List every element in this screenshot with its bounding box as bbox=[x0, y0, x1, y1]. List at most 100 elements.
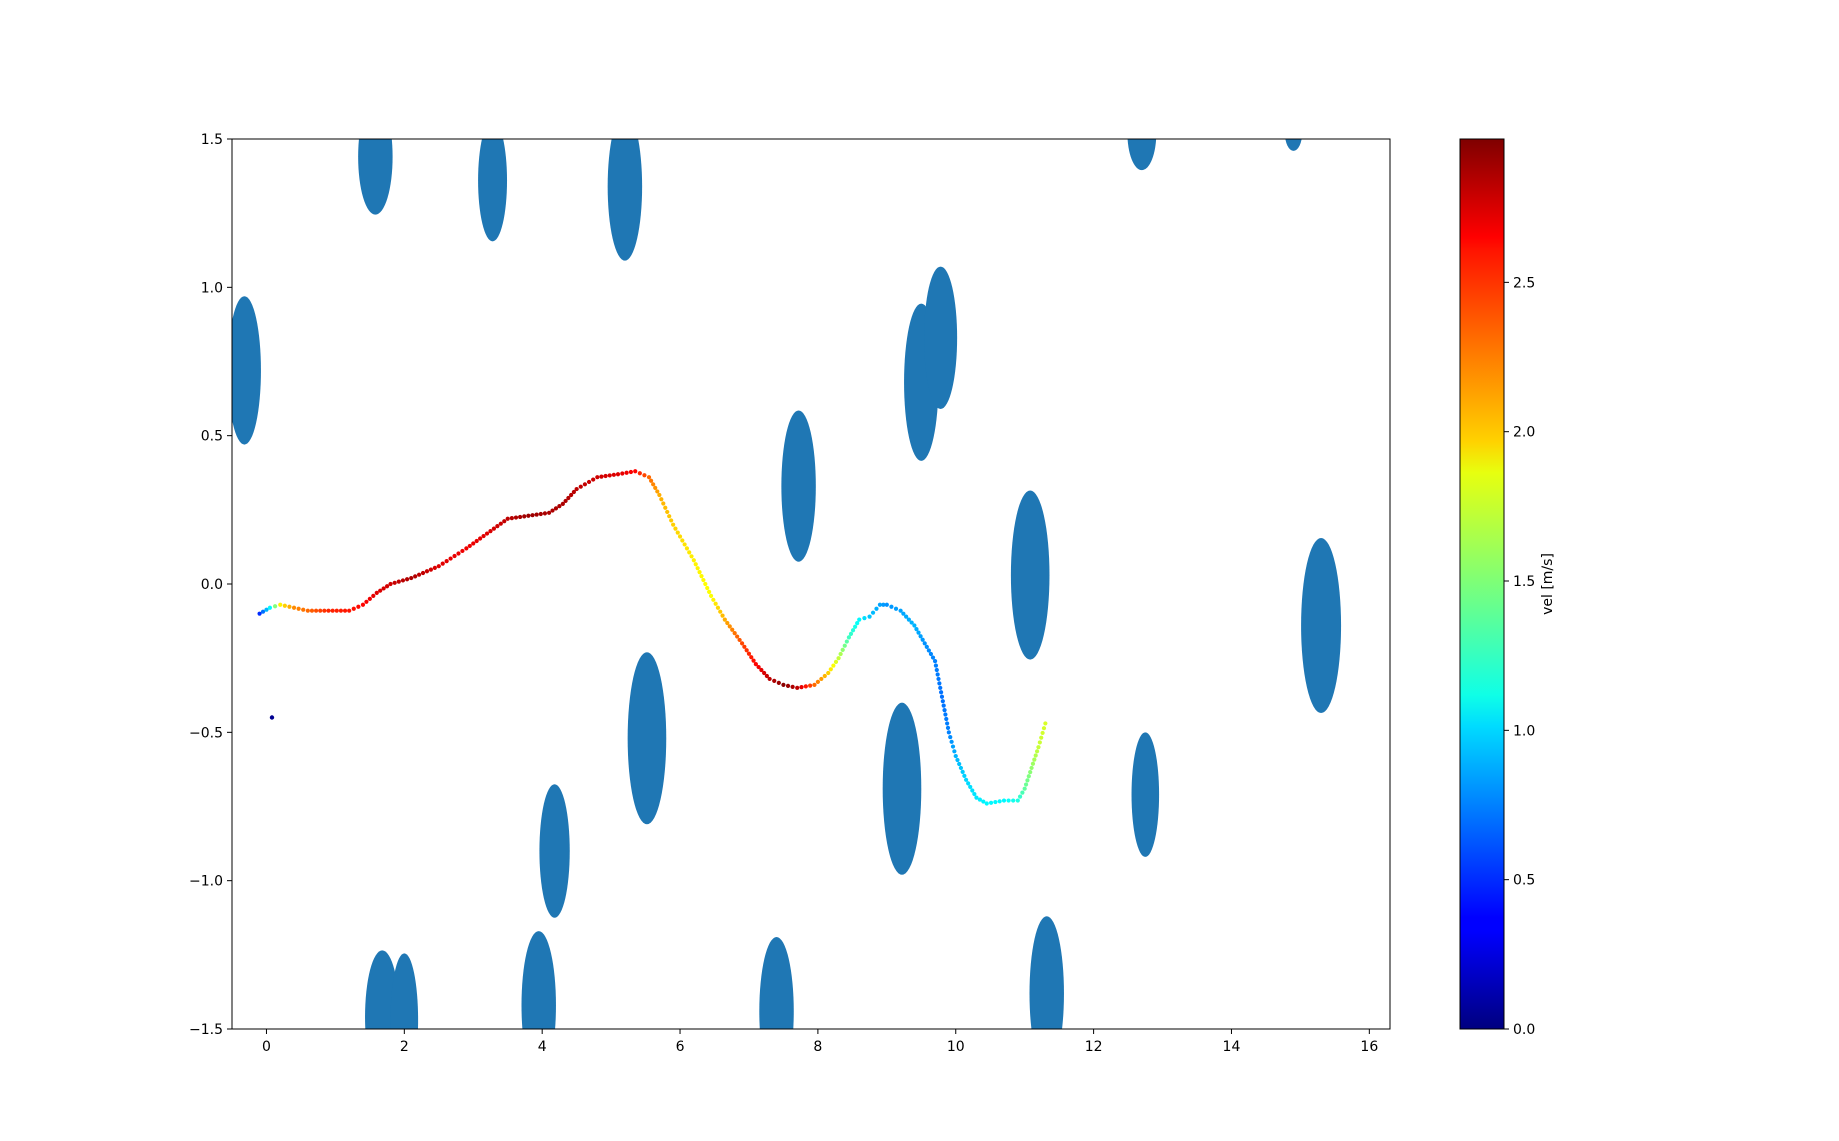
trajectory-point bbox=[687, 550, 692, 555]
trajectory-point bbox=[1029, 765, 1034, 771]
trajectory-point bbox=[671, 522, 676, 527]
trajectory-point bbox=[342, 608, 348, 613]
trajectory-point bbox=[1023, 782, 1029, 787]
trajectory-point bbox=[620, 471, 625, 476]
trajectory-point bbox=[326, 608, 331, 613]
trajectory-point bbox=[939, 690, 944, 695]
trajectory-point bbox=[744, 648, 749, 653]
trajectory-point bbox=[916, 630, 921, 635]
trajectory-point bbox=[1025, 778, 1030, 783]
trajectory-point bbox=[962, 773, 967, 778]
trajectory-point bbox=[542, 511, 548, 516]
trajectory-point bbox=[546, 510, 552, 515]
trajectory-point bbox=[803, 684, 808, 689]
trajectory-point bbox=[966, 781, 971, 786]
trajectory-point bbox=[764, 673, 769, 679]
trajectory-point bbox=[939, 694, 945, 699]
trajectory-point bbox=[1041, 726, 1047, 731]
trajectory-point bbox=[267, 605, 273, 610]
obstacle-0 bbox=[232, 296, 261, 445]
trajectory-point bbox=[711, 597, 716, 602]
trajectory-point bbox=[730, 627, 735, 632]
obstacle-12 bbox=[539, 784, 570, 918]
trajectory-point bbox=[432, 565, 437, 570]
trajectory-point bbox=[942, 707, 947, 713]
trajectory-point bbox=[481, 533, 486, 539]
trajectory-point bbox=[689, 554, 694, 559]
trajectory-point bbox=[526, 513, 531, 518]
trajectory-point bbox=[934, 667, 939, 673]
trajectory-point bbox=[530, 513, 535, 518]
trajectory-point bbox=[1022, 786, 1027, 791]
trajectory-point bbox=[699, 573, 704, 579]
trajectory-point bbox=[739, 641, 745, 646]
trajectory-point bbox=[855, 621, 860, 626]
obstacles-layer bbox=[232, 139, 1342, 1029]
trajectory-point bbox=[912, 623, 917, 628]
obstacle-4 bbox=[1127, 139, 1157, 171]
trajectory-point bbox=[945, 725, 951, 730]
trajectory-point bbox=[737, 637, 742, 643]
trajectory-point bbox=[653, 485, 658, 490]
trajectory-point bbox=[1017, 794, 1023, 799]
trajectory-point bbox=[667, 514, 672, 519]
obstacle-7 bbox=[924, 266, 958, 409]
trajectory-point bbox=[424, 569, 430, 574]
trajectory-point bbox=[840, 647, 845, 652]
trajectory-point bbox=[977, 797, 982, 802]
colorbar-tick-label: 1.5 bbox=[1513, 574, 1535, 590]
obstacle-17 bbox=[521, 931, 556, 1029]
y-tick-label: 0.5 bbox=[201, 429, 223, 445]
trajectory-point bbox=[582, 482, 588, 487]
trajectory-point bbox=[781, 682, 786, 687]
colorbar-frame bbox=[1459, 138, 1505, 1030]
trajectory-point bbox=[822, 673, 827, 679]
trajectory-point bbox=[282, 603, 287, 608]
trajectory-point bbox=[914, 626, 919, 632]
trajectory-point bbox=[952, 749, 957, 754]
trajectory-point bbox=[673, 526, 678, 531]
trajectory-point bbox=[356, 604, 361, 609]
x-tick-label: 4 bbox=[538, 1039, 547, 1055]
trajectory-point bbox=[853, 624, 858, 629]
trajectory-point bbox=[918, 634, 923, 639]
trajectory-point bbox=[701, 577, 706, 583]
y-axis-ticks: −1.5 −1.0 −0.5 0.0 0.5 1.0 1.5 bbox=[189, 132, 232, 1038]
trajectory-point bbox=[828, 667, 833, 672]
y-tick-label: −0.5 bbox=[189, 725, 223, 741]
obstacle-8 bbox=[781, 410, 816, 562]
trajectory-point bbox=[1006, 798, 1011, 803]
obstacle-9 bbox=[1010, 490, 1050, 660]
trajectory-point bbox=[950, 744, 956, 749]
trajectory-point bbox=[815, 679, 820, 685]
trajectory-point bbox=[420, 570, 426, 576]
colorbar-tick-label: 0.0 bbox=[1513, 1022, 1535, 1038]
trajectory-point bbox=[795, 685, 800, 690]
obstacle-16 bbox=[390, 953, 419, 1029]
trajectory-point bbox=[269, 715, 275, 720]
y-tick-label: 1.0 bbox=[201, 280, 223, 296]
trajectory-point bbox=[272, 604, 278, 609]
trajectory-point bbox=[467, 543, 472, 549]
trajectory-point bbox=[1011, 798, 1016, 803]
trajectory-point bbox=[926, 648, 931, 653]
trajectory-point bbox=[374, 590, 379, 596]
trajectory-point bbox=[812, 682, 817, 687]
trajectory-point bbox=[695, 566, 700, 571]
trajectory-point bbox=[413, 574, 418, 579]
trajectory-point bbox=[848, 631, 854, 636]
trajectory-point bbox=[566, 495, 571, 501]
trajectory-point bbox=[725, 620, 730, 626]
trajectory-point bbox=[553, 506, 559, 511]
trajectory-point bbox=[1026, 774, 1031, 779]
trajectory-point bbox=[960, 769, 965, 774]
colorbar-tick-label: 2.5 bbox=[1513, 275, 1535, 291]
trajectory-point bbox=[1034, 749, 1040, 754]
trajectory-point bbox=[334, 608, 339, 613]
trajectory-point bbox=[790, 684, 795, 689]
colorbar-ticks: 0.0 0.5 1.0 1.5 2.0 2.5 bbox=[1504, 275, 1535, 1038]
trajectory-point bbox=[322, 608, 327, 613]
trajectory-point bbox=[538, 511, 543, 517]
main-axes: 0 2 4 6 8 10 12 14 16 −1.5 −1.0 −0.5 0.0 0.5 1.0 1.5 bbox=[189, 132, 1391, 1055]
trajectory-point bbox=[1036, 745, 1041, 750]
